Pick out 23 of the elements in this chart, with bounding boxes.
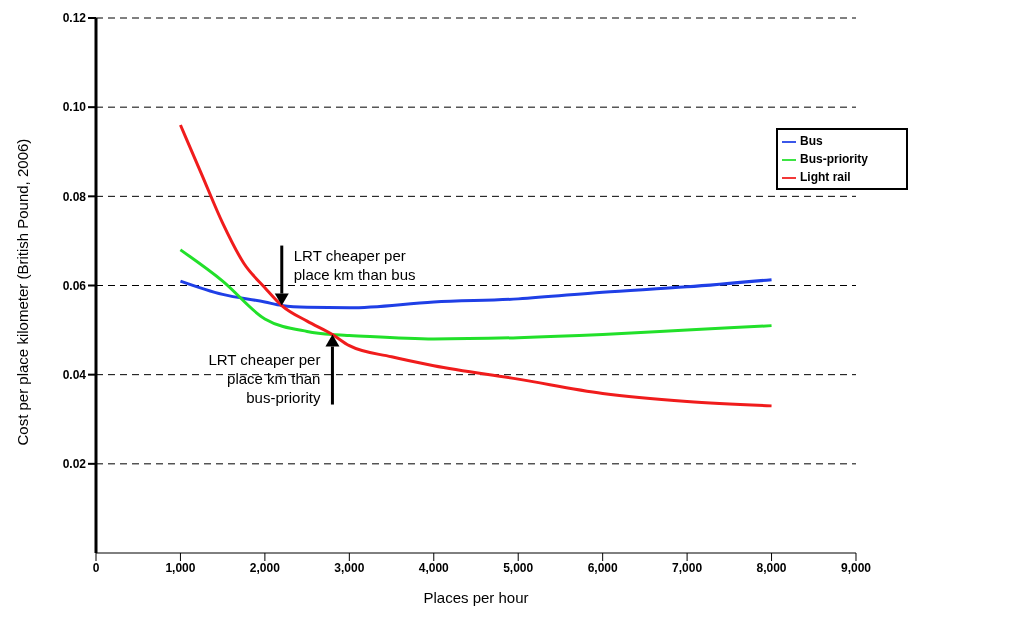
x-tick-label: 5,000 — [503, 560, 534, 575]
x-tick-label: 7,000 — [672, 560, 703, 575]
y-tick-label: 0.06 — [62, 278, 87, 293]
legend-label: Bus-priority — [799, 152, 868, 166]
y-tick-label: 0.04 — [62, 367, 87, 382]
x-axis-title: Places per hour — [423, 589, 529, 606]
legend-label: Light rail — [799, 170, 851, 184]
legend-label: Bus — [799, 134, 823, 148]
y-tick-label: 0.08 — [62, 189, 87, 204]
x-tick-label: 2,000 — [249, 560, 281, 575]
y-tick-label: 0.10 — [62, 100, 87, 115]
x-tick-label: 1,000 — [165, 560, 196, 575]
x-tick-label: 6,000 — [587, 560, 618, 575]
x-tick-label: 9,000 — [840, 560, 872, 575]
annotation: LRT cheaper per place km than bus — [293, 246, 416, 283]
y-axis-title: Cost per place kilometer (British Pound, 2006) — [14, 138, 32, 446]
x-tick-label: 3,000 — [334, 560, 365, 575]
x-tick-label: 8,000 — [756, 560, 787, 575]
y-tick-label: 0.02 — [62, 457, 87, 472]
x-tick-label: 0 — [92, 560, 100, 575]
y-tick-label: 0.12 — [62, 11, 87, 26]
x-tick-label: 4,000 — [418, 560, 450, 575]
annotation: LRT cheaper per place km than bus-priority — [208, 350, 321, 406]
